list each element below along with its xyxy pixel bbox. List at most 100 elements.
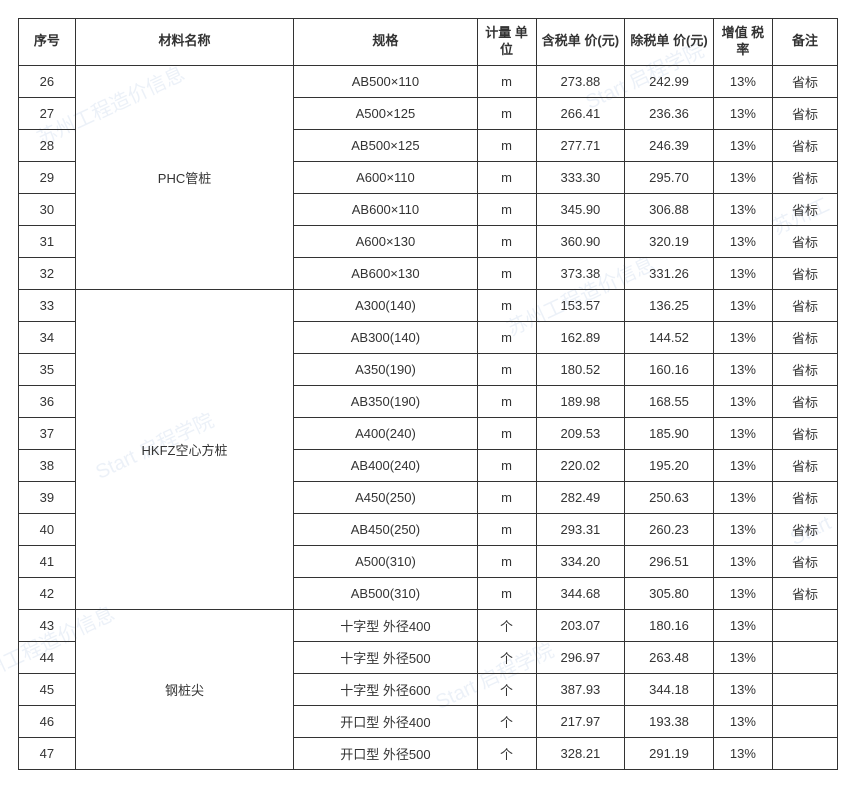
cell-p1: 333.30 — [536, 161, 625, 193]
cell-p1: 203.07 — [536, 609, 625, 641]
cell-rem — [772, 737, 837, 769]
cell-p1: 344.68 — [536, 577, 625, 609]
table-row: 26PHC管桩AB500×110m273.88242.9913%省标 — [19, 65, 838, 97]
cell-unit: 个 — [477, 641, 536, 673]
cell-spec: A400(240) — [294, 417, 477, 449]
col-material: 材料名称 — [75, 19, 294, 66]
cell-rem: 省标 — [772, 193, 837, 225]
cell-p2: 344.18 — [625, 673, 714, 705]
cell-seq: 43 — [19, 609, 76, 641]
pricing-table: 序号 材料名称 规格 计量 单位 含税单 价(元) 除税单 价(元) 增值 税率… — [18, 18, 838, 770]
cell-p2: 236.36 — [625, 97, 714, 129]
cell-p2: 136.25 — [625, 289, 714, 321]
cell-p2: 168.55 — [625, 385, 714, 417]
cell-seq: 40 — [19, 513, 76, 545]
cell-unit: m — [477, 321, 536, 353]
col-price-tax: 含税单 价(元) — [536, 19, 625, 66]
cell-rem: 省标 — [772, 97, 837, 129]
cell-seq: 30 — [19, 193, 76, 225]
cell-seq: 26 — [19, 65, 76, 97]
cell-p2: 295.70 — [625, 161, 714, 193]
cell-seq: 31 — [19, 225, 76, 257]
cell-rate: 13% — [713, 289, 772, 321]
cell-p1: 360.90 — [536, 225, 625, 257]
cell-spec: AB600×110 — [294, 193, 477, 225]
cell-seq: 41 — [19, 545, 76, 577]
col-tax-rate: 增值 税率 — [713, 19, 772, 66]
cell-p1: 273.88 — [536, 65, 625, 97]
cell-seq: 39 — [19, 481, 76, 513]
cell-p2: 246.39 — [625, 129, 714, 161]
cell-p2: 180.16 — [625, 609, 714, 641]
cell-rem: 省标 — [772, 449, 837, 481]
cell-p1: 345.90 — [536, 193, 625, 225]
cell-spec: A600×110 — [294, 161, 477, 193]
cell-rem — [772, 673, 837, 705]
cell-p2: 260.23 — [625, 513, 714, 545]
cell-unit: m — [477, 161, 536, 193]
table-body: 26PHC管桩AB500×110m273.88242.9913%省标27A500… — [19, 65, 838, 769]
cell-spec: AB500(310) — [294, 577, 477, 609]
cell-rem: 省标 — [772, 257, 837, 289]
cell-rem: 省标 — [772, 545, 837, 577]
cell-rem: 省标 — [772, 161, 837, 193]
cell-seq: 36 — [19, 385, 76, 417]
cell-rem: 省标 — [772, 321, 837, 353]
cell-rate: 13% — [713, 225, 772, 257]
cell-unit: m — [477, 513, 536, 545]
cell-unit: m — [477, 129, 536, 161]
table-header-row: 序号 材料名称 规格 计量 单位 含税单 价(元) 除税单 价(元) 增值 税率… — [19, 19, 838, 66]
cell-seq: 35 — [19, 353, 76, 385]
cell-spec: 十字型 外径400 — [294, 609, 477, 641]
cell-rate: 13% — [713, 129, 772, 161]
cell-rate: 13% — [713, 705, 772, 737]
cell-p1: 387.93 — [536, 673, 625, 705]
cell-unit: m — [477, 353, 536, 385]
cell-rate: 13% — [713, 385, 772, 417]
cell-spec: 开口型 外径500 — [294, 737, 477, 769]
cell-rate: 13% — [713, 513, 772, 545]
cell-seq: 38 — [19, 449, 76, 481]
cell-rate: 13% — [713, 737, 772, 769]
cell-p1: 153.57 — [536, 289, 625, 321]
cell-rate: 13% — [713, 417, 772, 449]
col-seq: 序号 — [19, 19, 76, 66]
cell-p2: 320.19 — [625, 225, 714, 257]
cell-p1: 373.38 — [536, 257, 625, 289]
cell-unit: m — [477, 385, 536, 417]
cell-p2: 291.19 — [625, 737, 714, 769]
cell-rate: 13% — [713, 257, 772, 289]
cell-rate: 13% — [713, 609, 772, 641]
cell-spec: AB350(190) — [294, 385, 477, 417]
cell-rem: 省标 — [772, 225, 837, 257]
cell-rem — [772, 609, 837, 641]
cell-spec: AB500×110 — [294, 65, 477, 97]
cell-rate: 13% — [713, 161, 772, 193]
cell-rem: 省标 — [772, 513, 837, 545]
cell-unit: m — [477, 545, 536, 577]
cell-seq: 47 — [19, 737, 76, 769]
cell-spec: AB450(250) — [294, 513, 477, 545]
cell-p2: 296.51 — [625, 545, 714, 577]
cell-seq: 29 — [19, 161, 76, 193]
col-remark: 备注 — [772, 19, 837, 66]
cell-seq: 27 — [19, 97, 76, 129]
cell-unit: m — [477, 289, 536, 321]
cell-rate: 13% — [713, 673, 772, 705]
cell-p2: 144.52 — [625, 321, 714, 353]
cell-rem: 省标 — [772, 385, 837, 417]
cell-p1: 296.97 — [536, 641, 625, 673]
cell-rate: 13% — [713, 97, 772, 129]
cell-spec: 开口型 外径400 — [294, 705, 477, 737]
cell-seq: 28 — [19, 129, 76, 161]
cell-spec: A450(250) — [294, 481, 477, 513]
cell-rate: 13% — [713, 193, 772, 225]
cell-unit: 个 — [477, 609, 536, 641]
cell-seq: 45 — [19, 673, 76, 705]
cell-material: HKFZ空心方桩 — [75, 289, 294, 609]
cell-p1: 217.97 — [536, 705, 625, 737]
cell-spec: AB600×130 — [294, 257, 477, 289]
cell-seq: 46 — [19, 705, 76, 737]
cell-material: 钢桩尖 — [75, 609, 294, 769]
cell-rem: 省标 — [772, 417, 837, 449]
